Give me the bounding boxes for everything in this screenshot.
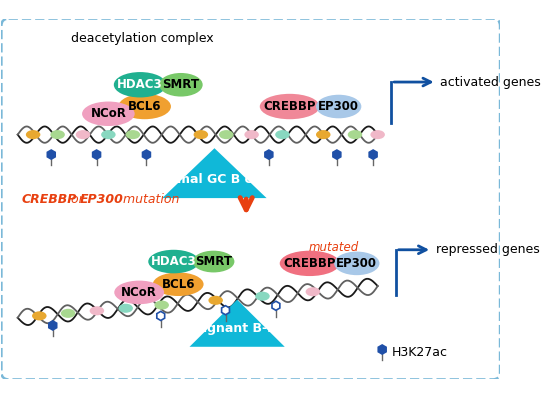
Text: BCL6: BCL6 [162,278,195,291]
Text: repressed genes: repressed genes [436,243,540,256]
Text: Malignant B-NHL: Malignant B-NHL [178,322,296,336]
Polygon shape [157,311,164,320]
Ellipse shape [153,273,204,296]
Ellipse shape [101,130,116,139]
Polygon shape [92,150,101,159]
Polygon shape [47,150,55,159]
Ellipse shape [118,304,133,313]
Ellipse shape [118,94,171,119]
Ellipse shape [194,130,208,139]
Polygon shape [142,150,150,159]
Ellipse shape [26,130,40,139]
Ellipse shape [90,306,104,315]
FancyBboxPatch shape [2,19,500,379]
Polygon shape [265,150,273,159]
Ellipse shape [76,130,90,139]
Text: HDAC3: HDAC3 [151,255,196,268]
Ellipse shape [348,130,362,139]
Text: SMRT: SMRT [162,78,200,91]
Polygon shape [378,345,386,354]
Ellipse shape [370,130,385,139]
Polygon shape [333,150,341,159]
Ellipse shape [192,251,234,273]
Text: NCoR: NCoR [121,286,157,299]
Ellipse shape [61,309,75,318]
Ellipse shape [316,130,331,139]
Ellipse shape [219,130,234,139]
Polygon shape [49,321,57,330]
Text: BCL6: BCL6 [128,100,161,113]
Ellipse shape [114,281,164,304]
Polygon shape [190,300,285,347]
Polygon shape [272,301,280,310]
Text: HDAC3: HDAC3 [117,78,163,91]
Ellipse shape [32,311,47,320]
Ellipse shape [280,251,339,276]
Polygon shape [162,148,267,198]
Text: mutation: mutation [119,193,180,207]
Text: Normal GC B cells: Normal GC B cells [152,173,277,185]
Ellipse shape [82,101,135,126]
Text: EP300: EP300 [79,193,123,207]
Text: activated genes: activated genes [440,76,541,88]
Text: NCoR: NCoR [90,107,126,120]
Text: or: or [67,193,87,207]
Text: CREBBP: CREBBP [21,193,76,207]
Text: SMRT: SMRT [195,255,232,268]
Ellipse shape [244,130,259,139]
Text: EP300: EP300 [318,100,359,113]
Ellipse shape [316,95,361,118]
Ellipse shape [334,252,379,275]
Ellipse shape [155,300,169,310]
Ellipse shape [159,73,202,97]
Text: EP300: EP300 [336,257,377,270]
Ellipse shape [148,250,199,273]
Text: deacetylation complex: deacetylation complex [70,32,213,45]
Ellipse shape [306,287,320,296]
Ellipse shape [125,130,140,139]
Ellipse shape [208,296,223,305]
Ellipse shape [260,94,320,119]
Text: H3K27ac: H3K27ac [391,346,447,359]
Polygon shape [369,150,377,159]
Text: mutated: mutated [308,240,359,254]
Ellipse shape [255,292,270,301]
Polygon shape [222,306,229,315]
Ellipse shape [114,72,167,98]
Text: CREBBP: CREBBP [263,100,316,113]
Ellipse shape [275,130,290,139]
Text: CREBBP: CREBBP [283,257,336,270]
Ellipse shape [51,130,65,139]
